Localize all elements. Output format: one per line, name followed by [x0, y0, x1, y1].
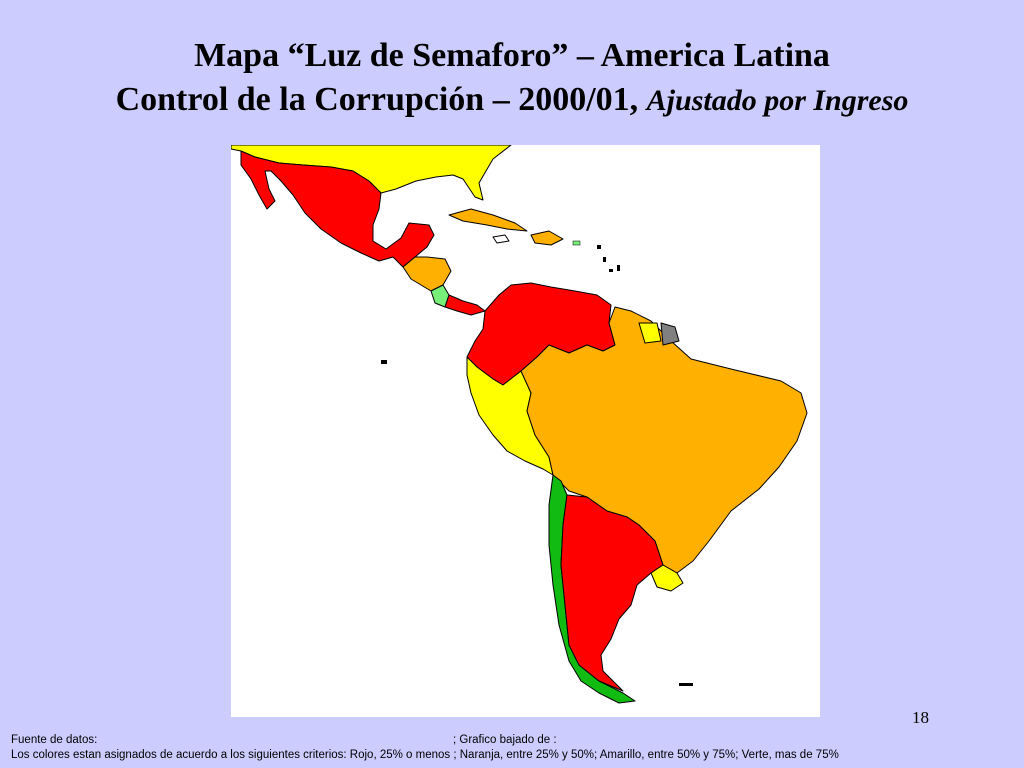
island-marker	[381, 360, 387, 364]
latin-america-map	[231, 145, 820, 717]
page-number: 18	[912, 708, 929, 727]
region-uruguay	[650, 564, 684, 592]
island-marker	[617, 265, 620, 271]
title-line-2-main: Control de la Corrupción – 2000/01,	[115, 81, 639, 118]
source-label: Fuente de datos:	[11, 734, 98, 746]
title-line-2: Control de la Corrupción – 2000/01, Ajus…	[0, 78, 1024, 123]
region-central-america-north	[402, 256, 452, 292]
region-cuba	[448, 208, 528, 232]
island-marker	[597, 245, 601, 249]
title-line-2-italic: Ajustado por Ingreso	[646, 84, 909, 117]
footer-source-row: Fuente de datos: ; Grafico bajado de :	[11, 733, 1016, 748]
map-svg	[231, 145, 808, 704]
island-marker	[603, 257, 606, 262]
island-marker	[609, 269, 613, 272]
graph-label: ; Grafico bajado de :	[453, 734, 557, 746]
region-dominican-republic	[530, 230, 564, 246]
island-marker	[679, 683, 693, 686]
region-argentina	[560, 494, 664, 692]
slide-footer: Fuente de datos: ; Grafico bajado de : L…	[11, 733, 1016, 763]
slide-title: Mapa “Luz de Semaforo” – America Latina …	[0, 34, 1024, 123]
color-criteria: Los colores estan asignados de acuerdo a…	[11, 749, 839, 761]
island-barbados	[572, 240, 581, 246]
region-panama	[444, 294, 486, 316]
region-french-guiana	[660, 322, 680, 346]
title-line-1: Mapa “Luz de Semaforo” – America Latina	[194, 37, 830, 74]
region-jamaica	[492, 234, 510, 244]
region-suriname	[638, 322, 662, 344]
